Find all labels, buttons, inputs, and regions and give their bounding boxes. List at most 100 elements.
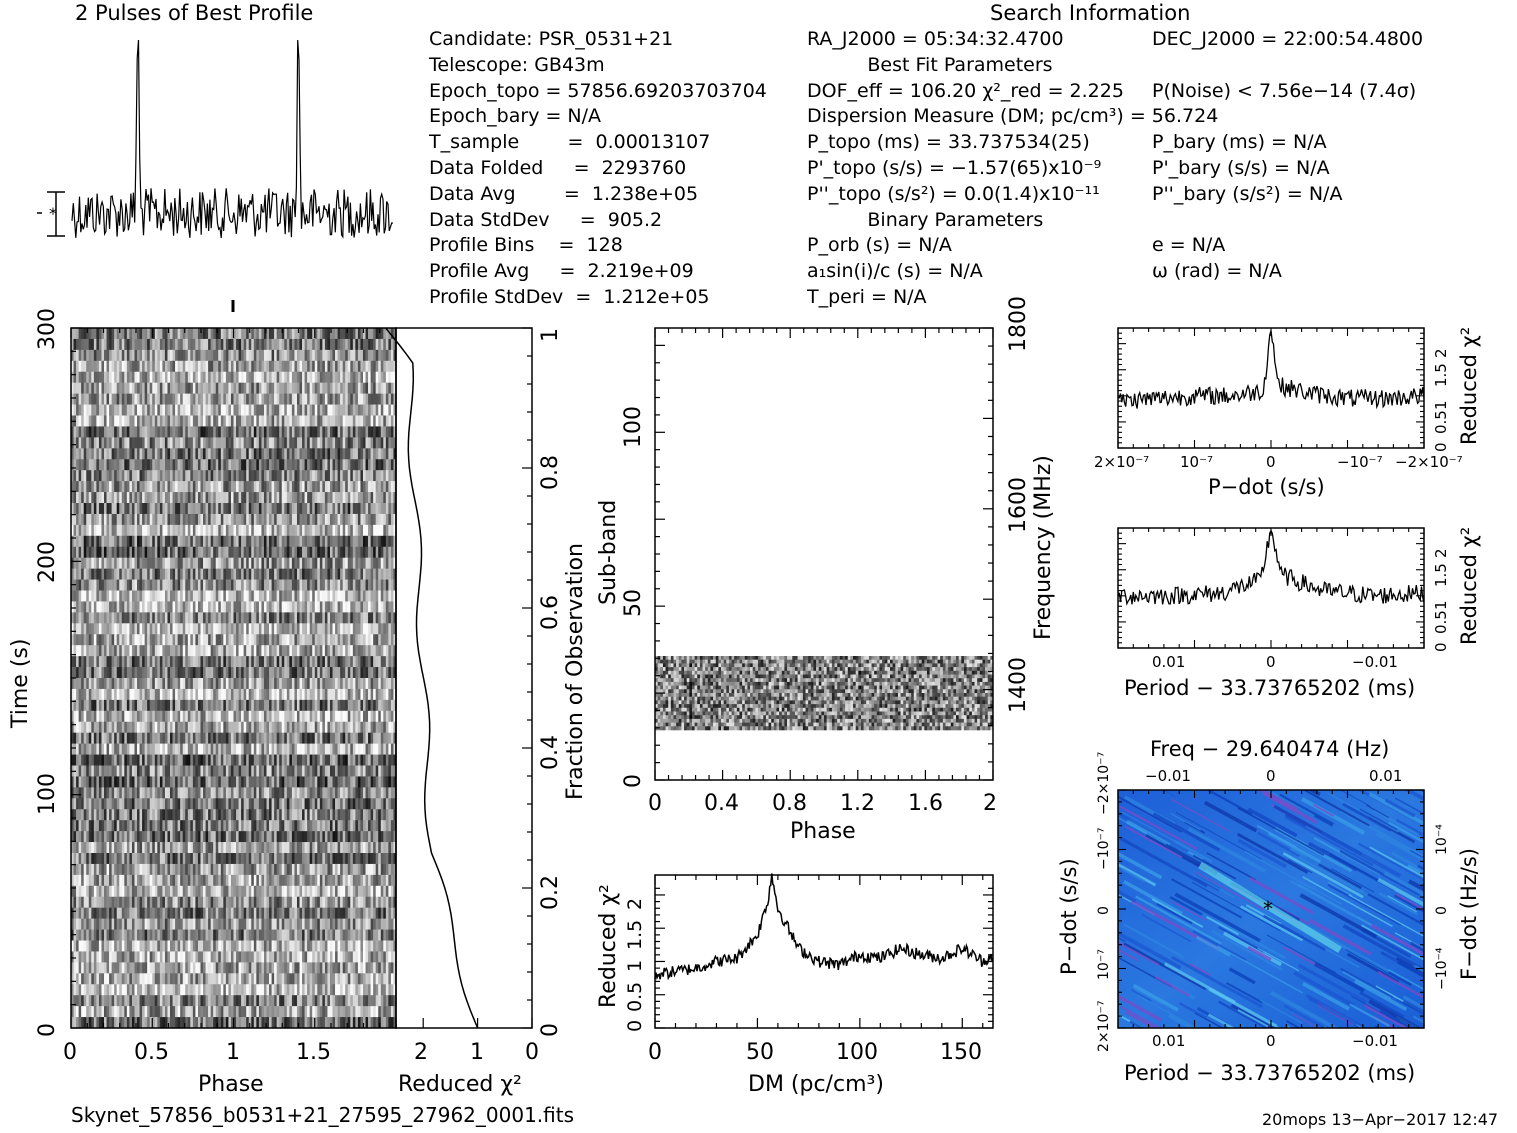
tp-pixel: [195, 470, 199, 482]
tp-pixel: [121, 360, 125, 373]
tp-pixel: [322, 557, 326, 569]
tp-pixel: [218, 743, 222, 755]
tp-pixel: [350, 349, 354, 362]
tp-pixel: [114, 524, 117, 537]
tp-pixel: [129, 601, 133, 613]
tp-pixel: [228, 568, 232, 580]
tp-pixel: [187, 513, 191, 526]
tp-pixel: [187, 699, 191, 712]
tp-pixel: [357, 688, 361, 701]
tp-pixel: [360, 393, 364, 405]
tp-pixel: [187, 426, 191, 438]
tp-pixel: [340, 699, 343, 712]
tp-pixel: [157, 699, 161, 712]
tp-pixel: [187, 667, 191, 679]
tp-pixel: [350, 732, 354, 744]
tp-pixel: [302, 459, 305, 471]
tp-pixel: [98, 328, 102, 340]
tp-pixel: [378, 546, 382, 558]
tp-pixel: [91, 557, 95, 569]
tp-pixel: [230, 448, 234, 460]
tp-pixel: [152, 360, 156, 373]
tp-pixel: [314, 590, 318, 602]
tp-pixel: [294, 678, 298, 690]
tp-pixel: [266, 415, 270, 427]
tp-pixel: [246, 623, 250, 635]
tp-pixel: [373, 393, 376, 405]
tp-pixel: [383, 426, 387, 438]
tp-pixel: [355, 721, 359, 733]
tp-pixel: [261, 328, 265, 340]
tp-pixel: [319, 404, 323, 416]
tp-pixel: [200, 360, 204, 373]
tp-pixel: [73, 667, 77, 679]
tp-pixel: [210, 721, 214, 733]
tp-pixel: [228, 524, 232, 537]
tp-pixel: [332, 393, 336, 405]
tp-pixel: [355, 645, 359, 657]
tp-pixel: [261, 568, 265, 580]
tp-pixel: [319, 743, 323, 755]
tp-pixel: [154, 699, 158, 712]
tp-pixel: [279, 568, 283, 580]
tp-pixel: [200, 590, 204, 602]
tp-pixel: [352, 415, 356, 427]
tp-pixel: [304, 503, 308, 515]
tp-pixel: [373, 656, 376, 668]
tp-pixel: [192, 579, 196, 591]
tp-pixel: [269, 524, 272, 537]
tp-pixel: [281, 667, 285, 679]
tp-pixel: [274, 612, 277, 624]
tp-pixel: [197, 426, 201, 438]
tp-pixel: [269, 448, 272, 460]
tp-pixel: [126, 404, 130, 416]
tp-pixel: [322, 459, 326, 471]
tp-pixel: [98, 371, 102, 383]
tp-pixel: [317, 579, 321, 591]
tp-pixel: [236, 590, 239, 602]
tp-pixel: [142, 338, 145, 351]
tp-pixel: [299, 557, 303, 569]
tp-pixel: [149, 524, 153, 537]
tp-pixel: [96, 470, 100, 482]
tp-pixel: [213, 721, 217, 733]
tp-pixel: [342, 601, 346, 613]
tp-pixel: [246, 656, 250, 668]
tp-pixel: [380, 535, 384, 548]
tp-pixel: [175, 546, 178, 558]
tp-pixel: [248, 404, 252, 416]
tp-pixel: [319, 634, 323, 646]
tp-pixel: [126, 448, 130, 460]
tp-pixel: [243, 678, 247, 690]
tp-pixel: [172, 656, 176, 668]
tp-pixel: [233, 590, 237, 602]
tp-pixel: [350, 743, 354, 755]
tp-pixel: [337, 710, 341, 723]
tp-pixel: [332, 382, 336, 394]
tp-pixel: [256, 513, 260, 526]
tp-pixel: [296, 393, 300, 405]
tp-pixel: [324, 667, 328, 679]
tp-pixel: [332, 743, 336, 755]
tp-pixel: [114, 393, 117, 405]
tp-pixel: [162, 678, 166, 690]
tp-pixel: [142, 743, 145, 755]
tp-pixel: [134, 503, 138, 515]
tp-pixel: [256, 470, 260, 482]
tp-pixel: [142, 678, 145, 690]
tp-pixel: [78, 503, 82, 515]
tp-pixel: [96, 732, 100, 744]
tp-pixel: [167, 404, 171, 416]
tp-pixel: [375, 667, 379, 679]
tp-pixel: [253, 371, 257, 383]
tp-pixel: [362, 645, 366, 657]
tp-pixel: [383, 513, 387, 526]
tp-pixel: [208, 382, 211, 394]
tp-pixel: [258, 656, 262, 668]
tp-pixel: [195, 710, 199, 723]
tp-pixel: [233, 688, 237, 701]
tp-pixel: [281, 448, 285, 460]
tp-pixel: [76, 568, 79, 580]
tp-pixel: [324, 688, 328, 701]
tp-pixel: [291, 634, 295, 646]
